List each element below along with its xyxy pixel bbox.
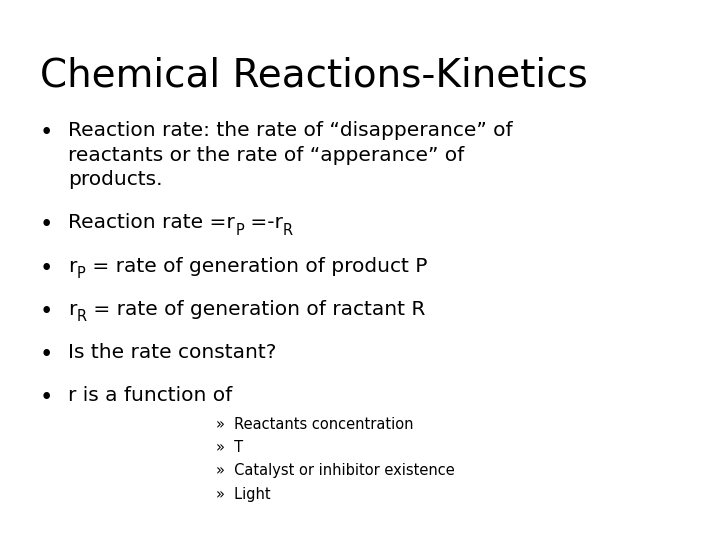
Text: r: r [68,300,77,319]
Text: •: • [40,386,53,409]
Text: •: • [40,256,53,280]
Text: =-r: =-r [244,213,283,232]
Text: Reaction rate =r: Reaction rate =r [68,213,235,232]
Text: »  Catalyst or inhibitor existence: » Catalyst or inhibitor existence [216,463,455,478]
Text: Is the rate constant?: Is the rate constant? [68,343,276,362]
Text: •: • [40,343,53,366]
Text: P: P [235,223,244,238]
Text: r is a function of: r is a function of [68,386,233,405]
Text: •: • [40,300,53,323]
Text: P: P [77,266,86,281]
Text: = rate of generation of ractant R: = rate of generation of ractant R [87,300,426,319]
Text: R: R [77,309,87,325]
Text: R: R [283,223,293,238]
Text: r: r [68,256,77,275]
Text: •: • [40,122,53,145]
Text: Reaction rate: the rate of “disapperance” of
reactants or the rate of “apperance: Reaction rate: the rate of “disapperance… [68,122,513,189]
Text: »  Reactants concentration: » Reactants concentration [216,417,413,432]
Text: = rate of generation of product P: = rate of generation of product P [86,256,427,275]
Text: »  T: » T [216,440,243,455]
Text: Chemical Reactions-Kinetics: Chemical Reactions-Kinetics [40,57,588,94]
Text: •: • [40,213,53,237]
Text: »  Light: » Light [216,487,271,502]
